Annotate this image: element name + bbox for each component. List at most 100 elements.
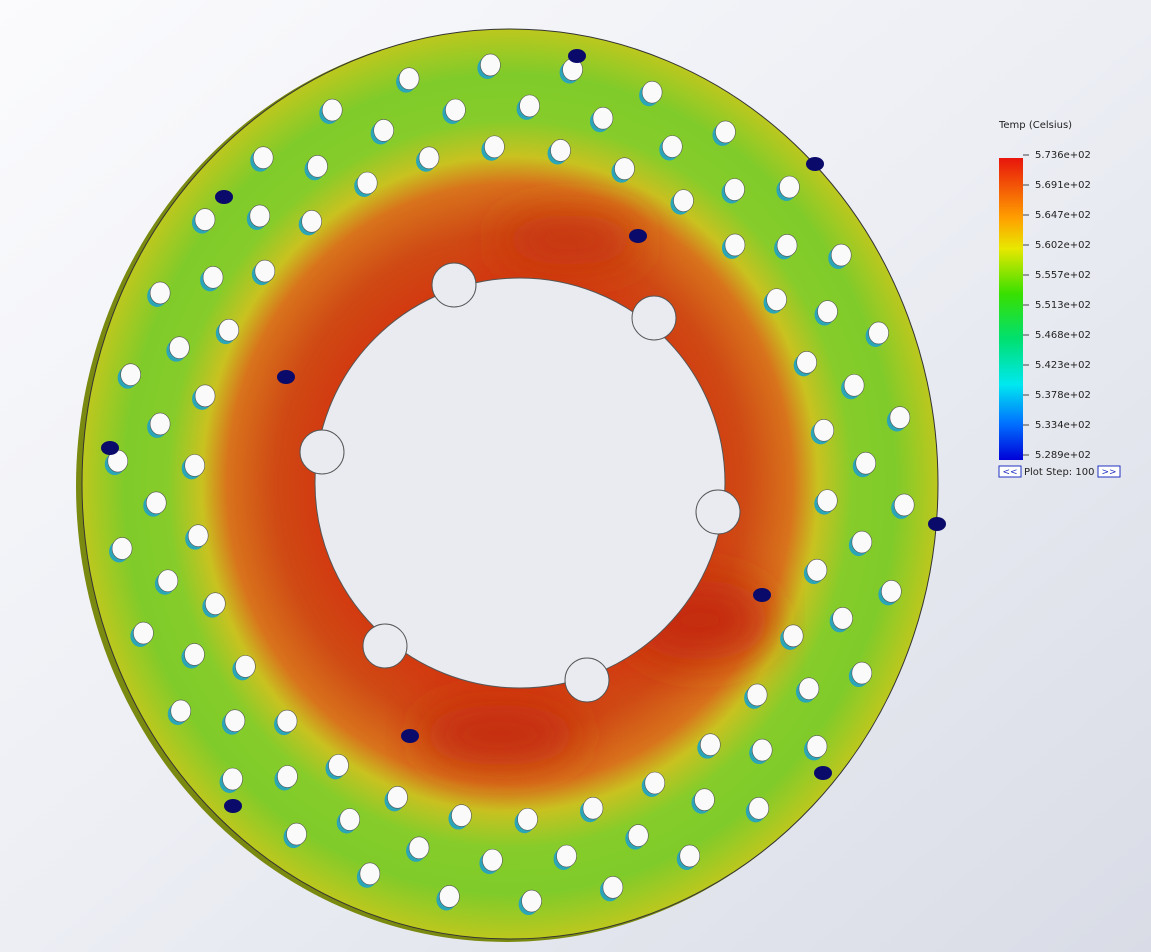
hole xyxy=(851,530,873,554)
hole xyxy=(592,106,614,130)
hole xyxy=(157,569,179,593)
hole xyxy=(748,797,770,820)
hole xyxy=(339,808,361,831)
hole xyxy=(796,351,817,374)
hole xyxy=(715,120,736,144)
hole xyxy=(673,189,694,212)
hole xyxy=(149,281,171,305)
hole xyxy=(398,67,420,90)
hole xyxy=(614,157,635,180)
hole xyxy=(602,876,624,899)
hole xyxy=(418,146,440,170)
hole xyxy=(661,135,683,158)
hole xyxy=(170,699,192,723)
inner-bore xyxy=(299,262,741,703)
hole xyxy=(806,558,828,582)
hole xyxy=(628,824,649,847)
legend-label: 5.289e+02 xyxy=(1035,450,1091,461)
hole xyxy=(482,848,503,872)
hole xyxy=(751,738,773,762)
hole xyxy=(184,643,205,666)
hole xyxy=(832,607,853,630)
hole xyxy=(321,98,343,122)
previous-step-button[interactable] xyxy=(998,465,1022,478)
hole xyxy=(276,709,298,733)
hole xyxy=(813,419,835,442)
previous-step-label[interactable]: << xyxy=(1002,468,1017,478)
hole xyxy=(301,210,322,233)
hole xyxy=(724,233,746,257)
legend-label: 5.513e+02 xyxy=(1035,300,1091,311)
hole xyxy=(868,321,889,345)
hole xyxy=(550,139,571,162)
hole xyxy=(816,489,838,512)
hole xyxy=(724,178,745,201)
hole xyxy=(855,451,877,475)
hole xyxy=(252,146,274,169)
legend-label: 5.736e+02 xyxy=(1035,150,1091,161)
hole xyxy=(806,735,828,758)
hole xyxy=(286,822,307,846)
hole xyxy=(187,524,209,547)
legend-label: 5.557e+02 xyxy=(1035,270,1091,281)
hole xyxy=(451,804,472,827)
hole xyxy=(843,373,865,397)
hole xyxy=(641,80,663,104)
hole xyxy=(205,592,226,615)
hole xyxy=(149,412,171,436)
hole xyxy=(700,733,721,756)
hole xyxy=(133,621,154,645)
hole xyxy=(817,300,838,323)
legend-label: 5.378e+02 xyxy=(1035,390,1091,401)
hole xyxy=(307,154,328,178)
hole xyxy=(359,862,381,886)
hole xyxy=(249,204,271,228)
hole xyxy=(356,171,378,195)
hole xyxy=(202,266,224,289)
hole xyxy=(779,175,800,199)
hole xyxy=(798,677,820,700)
hole xyxy=(408,836,430,860)
hole xyxy=(679,844,701,868)
hole xyxy=(111,537,133,560)
legend-label: 5.468e+02 xyxy=(1035,330,1091,341)
legend-label: 5.334e+02 xyxy=(1035,420,1091,431)
hole xyxy=(328,754,349,777)
hole xyxy=(484,135,505,159)
legend-labels: 5.736e+02 5.691e+02 5.647e+02 5.602e+02 5.55… xyxy=(1023,150,1091,461)
hole xyxy=(194,384,216,408)
hole xyxy=(694,788,715,812)
hole xyxy=(889,406,911,429)
legend-title: Temp (Celsius) xyxy=(998,120,1072,131)
legend-label: 5.602e+02 xyxy=(1035,240,1091,251)
hole xyxy=(235,655,256,678)
hole xyxy=(373,119,394,142)
legend-label: 5.647e+02 xyxy=(1035,210,1091,221)
hole xyxy=(776,234,798,257)
hole xyxy=(644,771,666,795)
hole xyxy=(851,661,873,685)
cooling-holes xyxy=(104,53,915,916)
hole xyxy=(521,889,542,913)
hole xyxy=(556,844,577,868)
hole xyxy=(519,94,540,118)
hole xyxy=(194,208,216,231)
hole xyxy=(830,243,852,267)
hole xyxy=(387,786,408,809)
hole xyxy=(222,767,243,791)
hole xyxy=(445,98,466,122)
legend-label: 5.423e+02 xyxy=(1035,360,1091,371)
hole xyxy=(480,53,501,77)
next-step-button[interactable] xyxy=(1097,465,1121,478)
hole xyxy=(746,683,768,707)
next-step-label[interactable]: >> xyxy=(1101,468,1116,478)
hole xyxy=(218,318,240,342)
hole xyxy=(439,885,460,908)
hole xyxy=(184,454,206,477)
hole xyxy=(145,491,167,515)
hole xyxy=(224,709,246,732)
hole xyxy=(782,624,804,648)
sensor-points xyxy=(101,49,946,813)
